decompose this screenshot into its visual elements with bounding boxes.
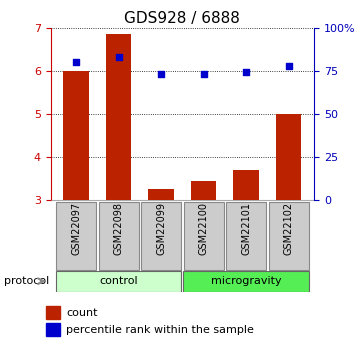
Text: microgravity: microgravity — [211, 276, 281, 286]
Point — [201, 71, 206, 77]
Point — [243, 70, 249, 75]
Text: count: count — [66, 308, 98, 317]
Bar — [106, 34, 131, 200]
Text: GSM22100: GSM22100 — [199, 202, 209, 255]
Text: protocol: protocol — [4, 276, 49, 286]
FancyBboxPatch shape — [226, 201, 266, 270]
FancyBboxPatch shape — [141, 201, 181, 270]
Point — [73, 59, 79, 65]
Bar — [233, 170, 259, 200]
Bar — [46, 323, 60, 336]
Text: control: control — [99, 276, 138, 286]
FancyBboxPatch shape — [269, 201, 309, 270]
Bar — [63, 71, 89, 200]
Bar — [191, 181, 216, 200]
Point — [286, 63, 291, 68]
FancyBboxPatch shape — [183, 271, 309, 292]
Bar — [148, 189, 174, 200]
FancyBboxPatch shape — [56, 201, 96, 270]
Text: GSM22099: GSM22099 — [156, 202, 166, 255]
Text: GSM22098: GSM22098 — [114, 202, 123, 255]
Text: GSM22101: GSM22101 — [241, 202, 251, 255]
FancyBboxPatch shape — [56, 271, 182, 292]
Text: GSM22097: GSM22097 — [71, 202, 81, 255]
Text: GSM22102: GSM22102 — [284, 202, 293, 255]
Title: GDS928 / 6888: GDS928 / 6888 — [125, 11, 240, 27]
Text: percentile rank within the sample: percentile rank within the sample — [66, 325, 254, 335]
FancyBboxPatch shape — [184, 201, 223, 270]
FancyBboxPatch shape — [99, 201, 139, 270]
Bar — [276, 114, 301, 200]
Point — [158, 71, 164, 77]
Bar — [46, 306, 60, 319]
Point — [116, 54, 121, 60]
